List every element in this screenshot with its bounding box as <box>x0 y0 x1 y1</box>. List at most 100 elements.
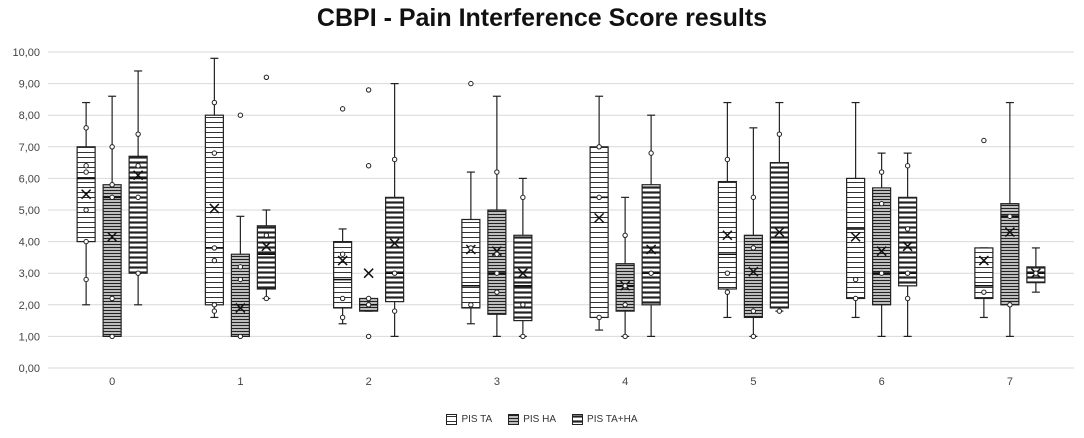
legend-label: PIS HA <box>523 414 557 425</box>
mean-marker <box>107 231 118 242</box>
data-point <box>904 226 911 232</box>
legend-item: PIS HA <box>508 414 556 425</box>
data-point <box>750 333 757 340</box>
data-point <box>724 289 731 295</box>
data-point <box>494 169 500 175</box>
mean-marker <box>722 230 733 241</box>
data-point <box>263 232 270 238</box>
data-point <box>237 276 244 283</box>
data-point <box>135 270 141 276</box>
y-tick-label: 7,00 <box>19 142 40 154</box>
data-point <box>750 194 757 201</box>
box <box>333 241 353 309</box>
mean-marker <box>235 302 246 313</box>
data-point <box>391 308 398 314</box>
data-point <box>211 150 218 156</box>
data-point <box>83 125 89 131</box>
data-point <box>1007 213 1013 220</box>
data-point <box>365 333 372 340</box>
box <box>898 196 918 287</box>
x-tick-label: 4 <box>622 376 628 388</box>
x-tick-label: 0 <box>109 376 115 388</box>
data-point <box>339 314 346 321</box>
data-point <box>981 137 987 144</box>
y-tick-label: 1,00 <box>19 331 40 343</box>
box <box>743 234 763 319</box>
data-point <box>83 163 89 169</box>
data-point <box>878 169 885 175</box>
mean-marker <box>491 246 502 257</box>
mean-marker <box>774 227 785 238</box>
box <box>256 225 276 290</box>
data-point <box>211 99 218 106</box>
data-point <box>596 194 602 201</box>
data-point <box>109 182 115 188</box>
y-tick-label: 0,00 <box>19 363 40 375</box>
data-point <box>263 74 270 80</box>
mean-marker <box>902 241 913 252</box>
data-point <box>468 80 474 87</box>
data-point <box>109 194 115 201</box>
data-point <box>520 302 526 308</box>
data-point <box>596 144 602 150</box>
mean-marker <box>133 170 144 181</box>
data-point <box>878 270 885 276</box>
data-point <box>981 289 987 295</box>
data-point <box>211 257 218 264</box>
data-point <box>494 251 500 257</box>
box <box>872 187 892 306</box>
data-point <box>520 333 526 340</box>
data-point <box>135 163 141 169</box>
data-point <box>365 87 372 93</box>
series-0 <box>76 57 994 331</box>
legend-item: PIS TA <box>446 414 492 425</box>
series-1 <box>102 87 1020 340</box>
chart-title: CBPI - Pain Interference Score results <box>316 4 768 32</box>
data-point <box>622 283 628 289</box>
data-point <box>365 163 372 169</box>
mean-marker <box>978 255 989 266</box>
legend-label: PIS TA+HA <box>587 414 638 425</box>
mean-marker <box>748 266 759 277</box>
mean-marker <box>646 244 657 255</box>
data-point <box>776 308 783 314</box>
box <box>769 162 789 309</box>
data-point <box>339 251 346 257</box>
data-point <box>776 131 783 137</box>
data-point <box>904 270 911 276</box>
data-point <box>365 302 372 308</box>
legend-item: PIS TA+HA <box>572 414 638 425</box>
data-point <box>520 194 526 201</box>
box <box>385 196 405 303</box>
mean-marker <box>850 231 861 242</box>
mean-marker <box>876 246 887 257</box>
box <box>641 184 661 306</box>
box <box>513 234 533 322</box>
data-point <box>83 238 89 245</box>
box <box>589 146 609 319</box>
data-point <box>83 207 89 213</box>
data-point <box>468 302 474 308</box>
data-point <box>237 112 244 118</box>
data-point <box>83 276 89 283</box>
mean-marker <box>337 255 348 266</box>
data-point <box>1007 302 1013 308</box>
mean-marker <box>261 241 272 252</box>
mean-marker <box>363 268 374 279</box>
legend-swatch <box>508 414 520 425</box>
box <box>487 209 507 315</box>
data-point <box>83 169 89 175</box>
data-point <box>391 156 398 163</box>
y-tick-label: 9,00 <box>19 79 40 91</box>
y-tick-label: 3,00 <box>19 268 40 280</box>
data-point <box>468 245 474 251</box>
data-point <box>750 245 757 251</box>
data-point <box>109 333 115 340</box>
box <box>128 155 148 274</box>
data-point <box>852 276 859 283</box>
data-point <box>750 308 757 314</box>
x-tick-label: 3 <box>494 376 500 388</box>
data-point <box>109 295 115 302</box>
data-point <box>904 163 911 169</box>
